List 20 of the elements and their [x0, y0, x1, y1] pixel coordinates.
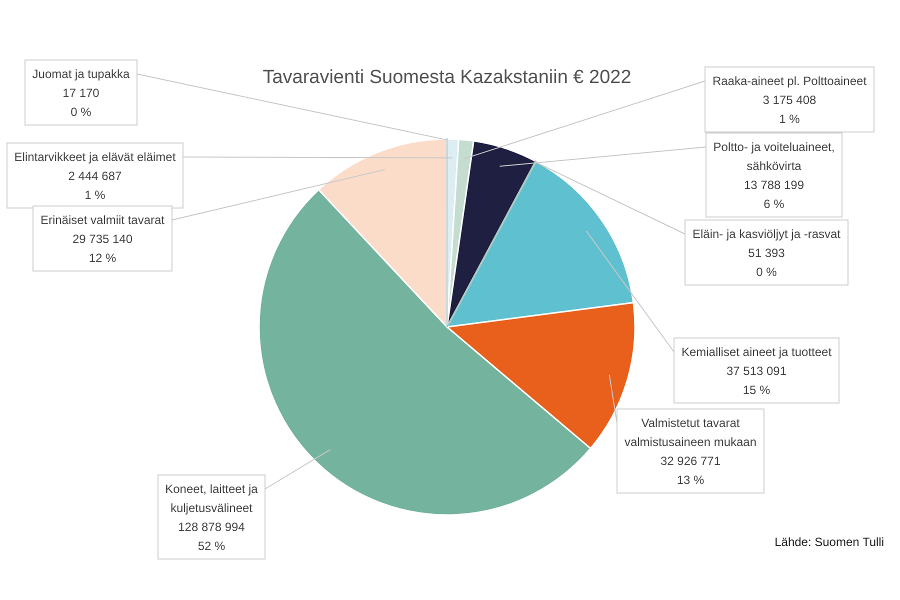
slice-label: Kemialliset aineet ja tuotteet: [681, 345, 832, 359]
data-label: 32 926 771 13 %: [660, 454, 721, 487]
data-label: 128 878 994 52 %: [178, 520, 246, 553]
data-label: 3 175 408 1 %: [762, 93, 817, 126]
data-label: 17 170 0 %: [62, 86, 100, 119]
slice-label: Elintarvikkeet ja elävät eläimet: [14, 150, 176, 164]
slice-label: Valmistetut tavarat valmistusaineen mukaan: [624, 416, 757, 449]
data-label: 29 735 140 12 %: [72, 232, 133, 265]
data-label: 13 788 199 6 %: [744, 178, 804, 211]
slice-label: Raaka-aineet pl. Polttoaineet: [712, 74, 868, 88]
data-label: 51 393 0 %: [748, 246, 786, 279]
data-label: 37 513 091 15 %: [726, 364, 787, 397]
data-label: 2 444 687 1 %: [68, 169, 122, 202]
slice-label: Eläin- ja kasviöljyt ja -rasvat: [692, 227, 842, 241]
slice-label: Juomat ja tupakka: [32, 67, 130, 81]
slice-label: Erinäiset valmiit tavarat: [40, 213, 166, 227]
chart-title: Tavaravienti Suomesta Kazakstaniin € 2022: [262, 67, 632, 88]
slice-label: Poltto- ja voiteluaineet, sähkövirta: [713, 140, 835, 173]
text: Lähde: Suomen Tulli: [774, 535, 884, 549]
slice-label: Koneet, laitteet ja kuljetusvälineet: [165, 482, 258, 515]
